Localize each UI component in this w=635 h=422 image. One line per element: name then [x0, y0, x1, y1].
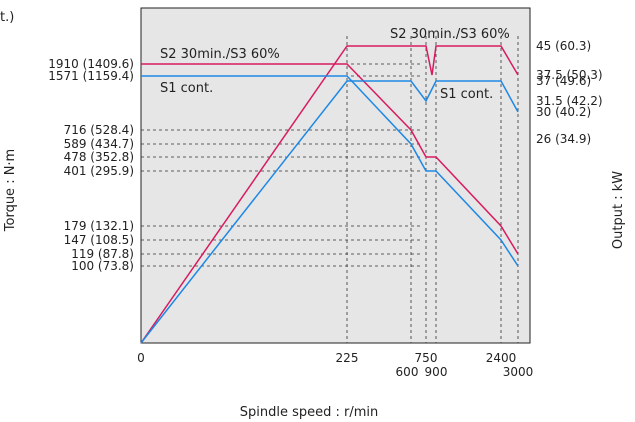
speed-tick-label: 0	[137, 351, 145, 365]
series-label-s2-output: S2 30min./S3 60%	[390, 27, 510, 42]
torque-tick-label: 1910 (1409.6)	[48, 57, 134, 71]
torque-tick-label: 1571 (1159.4)	[48, 69, 134, 83]
speed-tick-label: 900	[425, 365, 448, 379]
tick-labels: 1910 (1409.6)1571 (1159.4) 716 (528.4)589…	[48, 27, 602, 379]
series-label-s1-output: S1 cont.	[440, 87, 493, 102]
torque-tick-label: 100 (73.8)	[71, 259, 134, 273]
output-tick-label: 26 (34.9)	[536, 132, 591, 146]
speed-tick-label: 750	[415, 351, 438, 365]
output-line	[140, 45, 519, 344]
torque-tick-label: 401 (295.9)	[64, 164, 134, 178]
series-lines	[140, 45, 519, 344]
output-line	[140, 80, 519, 344]
y-axis-title-right: Output : kW	[611, 171, 626, 249]
speed-tick-label: 600	[396, 365, 419, 379]
output-tick-label: 30 (40.2)	[536, 105, 591, 119]
torque-tick-label: 716 (528.4)	[64, 123, 134, 137]
torque-line	[141, 75, 519, 267]
torque-tick-label: 478 (352.8)	[64, 150, 134, 164]
torque-tick-label: 589 (434.7)	[64, 137, 134, 151]
speed-tick-label: 3000	[503, 365, 534, 379]
x-axis-title: Spindle speed : r/min	[240, 405, 379, 420]
output-tick-label: 37.5 (50.3)	[536, 68, 603, 82]
torque-tick-label: 147 (108.5)	[64, 233, 134, 247]
series-label-s1-torque: S1 cont.	[160, 81, 213, 96]
speed-tick-label: 2400	[486, 351, 517, 365]
output-tick-label: 31.5 (42.2)	[536, 94, 603, 108]
corner-fragment-text: t.)	[0, 10, 14, 25]
series-label-s2-torque: S2 30min./S3 60%	[160, 47, 280, 62]
output-tick-label: 37 (49.6)	[536, 74, 591, 88]
torque-line	[141, 63, 519, 255]
output-tick-label: 45 (60.3)	[536, 39, 591, 53]
y-axis-title-left: Torque : N·m	[3, 149, 18, 232]
speed-tick-label: 225	[336, 351, 359, 365]
torque-tick-label: 119 (87.8)	[71, 247, 134, 261]
torque-tick-label: 179 (132.1)	[64, 219, 134, 233]
